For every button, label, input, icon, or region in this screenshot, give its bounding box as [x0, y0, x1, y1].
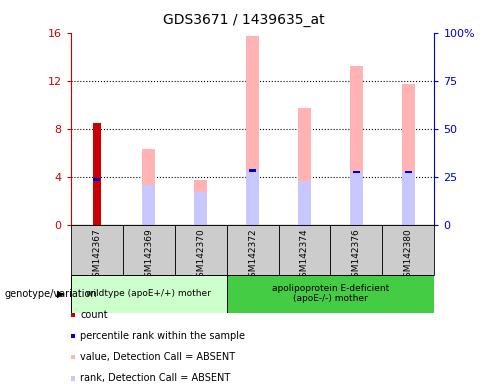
Bar — [194, 180, 207, 225]
FancyBboxPatch shape — [226, 225, 279, 275]
Bar — [350, 66, 363, 225]
FancyBboxPatch shape — [71, 225, 122, 275]
Text: rank, Detection Call = ABSENT: rank, Detection Call = ABSENT — [80, 373, 230, 383]
Text: GDS3671 / 1439635_at: GDS3671 / 1439635_at — [163, 13, 325, 27]
Text: genotype/variation: genotype/variation — [5, 289, 98, 299]
FancyBboxPatch shape — [175, 225, 226, 275]
Bar — [246, 170, 259, 225]
Text: GSM142380: GSM142380 — [404, 228, 413, 283]
Text: apolipoprotein E-deficient
(apoE-/-) mother: apolipoprotein E-deficient (apoE-/-) mot… — [272, 284, 389, 303]
FancyBboxPatch shape — [122, 225, 175, 275]
Bar — [405, 170, 412, 173]
Bar — [402, 172, 415, 225]
Bar — [249, 169, 256, 172]
Bar — [194, 192, 207, 225]
Text: value, Detection Call = ABSENT: value, Detection Call = ABSENT — [80, 352, 235, 362]
Text: GSM142372: GSM142372 — [248, 228, 257, 283]
Bar — [246, 36, 259, 225]
Bar — [298, 108, 311, 225]
FancyBboxPatch shape — [279, 225, 330, 275]
Bar — [350, 172, 363, 225]
Text: GSM142374: GSM142374 — [300, 228, 309, 283]
Text: count: count — [80, 310, 108, 320]
FancyBboxPatch shape — [383, 225, 434, 275]
Bar — [402, 84, 415, 225]
Text: GSM142369: GSM142369 — [144, 228, 153, 283]
Bar — [93, 122, 101, 225]
Text: GSM142376: GSM142376 — [352, 228, 361, 283]
Bar — [142, 185, 155, 225]
Bar — [93, 178, 100, 181]
FancyBboxPatch shape — [330, 225, 383, 275]
Bar — [142, 149, 155, 225]
Text: ▶: ▶ — [57, 289, 65, 299]
Text: percentile rank within the sample: percentile rank within the sample — [80, 331, 245, 341]
FancyBboxPatch shape — [226, 275, 434, 313]
FancyBboxPatch shape — [71, 275, 226, 313]
Bar — [298, 182, 311, 225]
Bar — [353, 170, 360, 173]
Text: GSM142367: GSM142367 — [92, 228, 101, 283]
Text: wildtype (apoE+/+) mother: wildtype (apoE+/+) mother — [86, 289, 211, 298]
Text: GSM142370: GSM142370 — [196, 228, 205, 283]
